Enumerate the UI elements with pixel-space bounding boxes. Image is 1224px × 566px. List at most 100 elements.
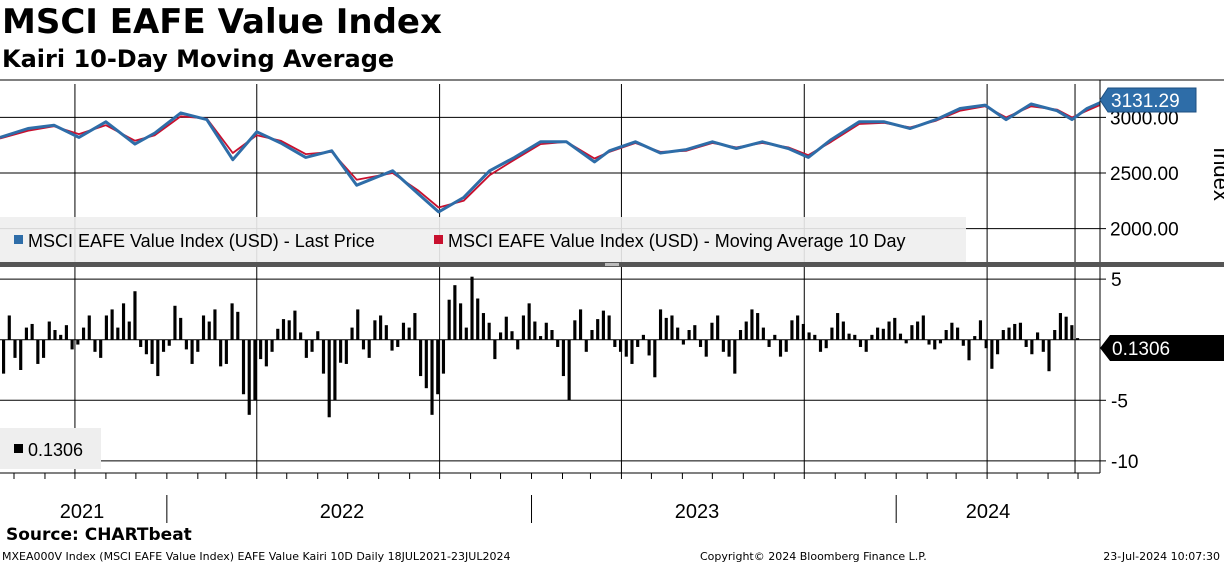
kairi-bar [493, 339, 497, 360]
kairi-bar [207, 321, 211, 340]
kairi-bar [556, 339, 560, 347]
kairi-bar [59, 334, 63, 340]
x-tick-label: 2023 [675, 501, 720, 523]
kairi-bar [636, 339, 640, 347]
kairi-bar [41, 339, 46, 358]
kairi-bar [481, 313, 486, 340]
x-tick-label: 2021 [60, 501, 105, 523]
kairi-bar [53, 330, 57, 340]
kairi-bar [881, 328, 885, 340]
kairi-bar [339, 339, 343, 363]
kairi-bar [110, 309, 114, 340]
legend-swatch-moving-average [434, 235, 443, 244]
kairi-bar [1013, 323, 1017, 340]
kairi-bar [7, 315, 11, 340]
kairi-bar [904, 339, 908, 344]
kairi-bar [276, 328, 280, 340]
kairi-bar [893, 317, 897, 340]
kairi-bar [190, 339, 194, 364]
kairi-bar [784, 339, 788, 352]
last-price-tag-label: 3131.29 [1111, 91, 1180, 112]
last-price-tag-shape [1099, 87, 1197, 113]
kairi-bar [453, 285, 457, 340]
kairi-value-tag-shape [1100, 335, 1224, 361]
kairi-bar [356, 309, 360, 340]
kairi-bar [550, 330, 554, 340]
kairi-bar [990, 339, 994, 369]
kairi-bar [950, 322, 954, 340]
kairi-bar [687, 330, 691, 340]
kairi-bar [653, 339, 657, 378]
kairi-bar [70, 339, 74, 350]
kairi-bar [756, 313, 760, 340]
kairi-bar [441, 339, 446, 374]
footer-ticker-info: MXEA000V Index (MSCI EAFE Value Index) E… [2, 550, 511, 563]
kairi-bar [213, 309, 217, 340]
kairi-bar [910, 325, 914, 340]
kairi-bar [1047, 339, 1051, 372]
kairi-bar [373, 320, 377, 340]
kairi-bar [641, 334, 645, 340]
kairi-y-axis: 5 -5 -10 [1100, 270, 1138, 473]
kairi-bar [539, 336, 543, 340]
kairi-bar [327, 339, 331, 418]
kairi-bar [693, 325, 697, 340]
kairi-bar [293, 310, 297, 340]
kairi-bar [1030, 339, 1034, 355]
kairi-bar [287, 320, 291, 340]
kairi-bar [81, 327, 86, 340]
kairi-bar [161, 339, 166, 352]
kairi-bar [179, 317, 183, 340]
panel-separator-handle[interactable] [605, 263, 619, 266]
kairi-bar [236, 311, 240, 340]
kairi-bar [984, 339, 988, 349]
kairi-bar [93, 339, 97, 352]
kairi-bar [978, 320, 983, 340]
kairi-bar [1070, 325, 1074, 340]
kairi-bar [561, 339, 565, 377]
kairi-bar [938, 339, 943, 344]
legend-swatch-last-price [14, 235, 23, 244]
kairi-bar [807, 332, 811, 340]
kairi-bar [801, 323, 805, 340]
kairi-bar [790, 320, 794, 340]
kairi-bar [698, 339, 703, 347]
kairi-bar [590, 330, 594, 340]
kairi-bar [716, 315, 720, 340]
kairi-bar [156, 339, 160, 377]
kairi-bar [796, 315, 800, 340]
price-y-axis-label: Index [1209, 147, 1224, 201]
kairi-bar [219, 339, 223, 367]
kairi-bar [487, 322, 491, 340]
kairi-bar [658, 309, 663, 340]
kairi-bar [830, 327, 834, 340]
kairi-bar [573, 320, 577, 340]
kairi-bar [664, 317, 668, 340]
kairi-bar [224, 339, 228, 364]
kairi-bar [647, 339, 651, 356]
kairi-bar [858, 339, 863, 347]
kairi-bar [778, 339, 783, 357]
kairi-bar [344, 339, 348, 364]
kairi-bar [470, 276, 474, 340]
kairi-bar [87, 315, 91, 340]
kairi-bar [864, 339, 868, 352]
kairi-bar [721, 339, 725, 352]
kairi-bar [196, 339, 200, 352]
kairi-bar [733, 339, 737, 374]
kairi-bar [47, 321, 51, 340]
kairi-bar [710, 322, 714, 340]
kairi-bar [99, 339, 103, 358]
kairi-bar [150, 339, 154, 364]
kairi-bar [459, 303, 463, 340]
series-line-last-price [0, 101, 1101, 214]
kairi-bar [841, 321, 845, 340]
kairi-panel: 5 -5 -10 0.1306 0.1306 [0, 267, 1224, 473]
kairi-bar [1041, 339, 1045, 352]
kairi-bar [681, 339, 685, 345]
kairi-bar [121, 303, 126, 340]
kairi-bar [973, 336, 977, 340]
kairi-bar [533, 321, 537, 340]
kairi-bar [384, 325, 388, 340]
